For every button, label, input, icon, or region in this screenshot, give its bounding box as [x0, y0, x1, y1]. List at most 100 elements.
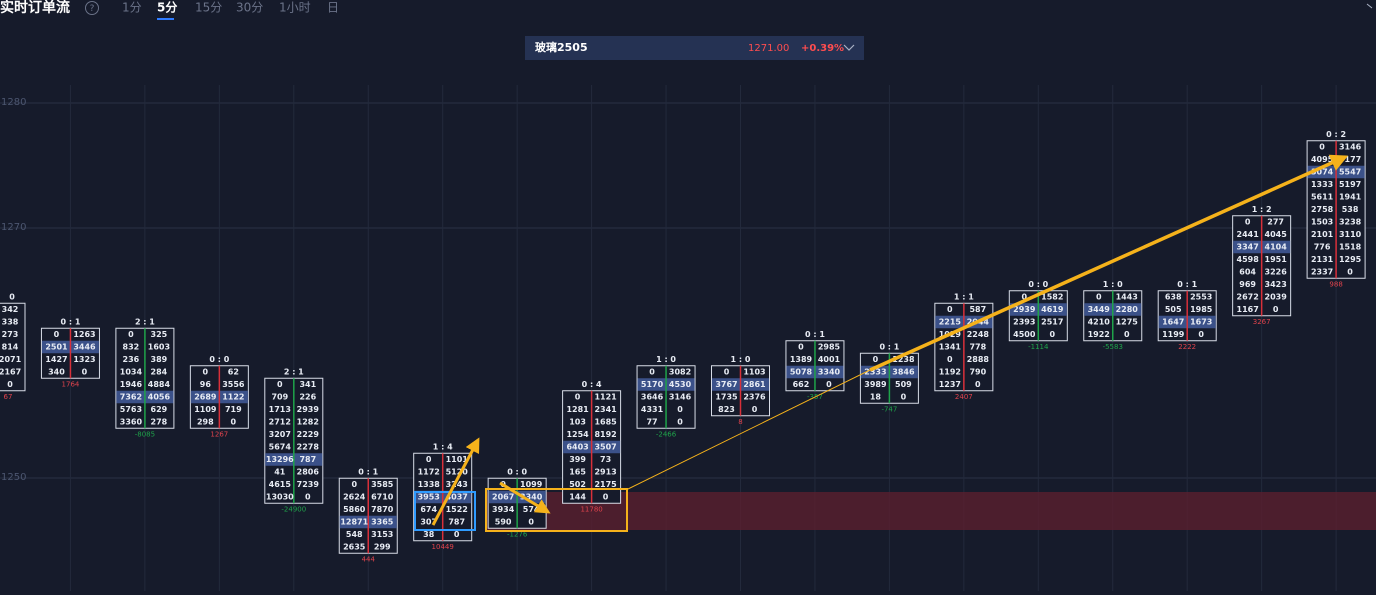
delta: 67: [4, 393, 13, 401]
ask-volume: 3110: [1339, 230, 1362, 239]
expand-icon: [1366, 3, 1373, 9]
ask-volume: 1275: [1116, 318, 1139, 327]
bid-volume: 2758: [1311, 205, 1334, 214]
ask-volume: 0: [454, 530, 460, 539]
bid-volume: 340: [48, 368, 65, 377]
bid-volume: 1503: [1311, 218, 1333, 227]
ask-volume: 1941: [1339, 193, 1362, 202]
column-header: 0 : 1: [358, 468, 378, 477]
column-header: 1 : 2: [1252, 205, 1272, 214]
ticker-change: +0.39%: [801, 43, 844, 54]
bid-volume: 2393: [1013, 318, 1035, 327]
bid-volume: 1647: [1162, 318, 1184, 327]
ask-volume: 3238: [1339, 218, 1362, 227]
column-header: 0 : 4: [582, 380, 602, 389]
ask-volume: 0: [305, 493, 311, 502]
ask-volume: 787: [299, 455, 316, 464]
bid-volume: 0: [426, 455, 432, 464]
delta: -747: [881, 406, 897, 414]
orange-box: [485, 488, 628, 532]
ask-volume: 0: [677, 418, 683, 427]
bid-volume: 4210: [1088, 318, 1111, 327]
bid-volume: 4331: [641, 405, 664, 414]
ask-volume: 787: [448, 518, 465, 527]
delta: -24900: [281, 506, 306, 514]
bid-volume: 1167: [1237, 305, 1259, 314]
arrow: [499, 481, 551, 514]
bid-volume: 1427: [45, 355, 67, 364]
bid-volume: 1735: [715, 393, 738, 402]
delta: 1764: [62, 381, 80, 389]
ask-volume: 1282: [297, 418, 319, 427]
ask-volume: 338: [2, 318, 19, 327]
dropdown-icon: [843, 44, 855, 51]
bid-volume: 969: [1239, 280, 1256, 289]
ask-volume: 3556: [222, 380, 245, 389]
ask-volume: 538: [1342, 205, 1359, 214]
bid-volume: 1922: [1088, 330, 1110, 339]
tab[interactable]: 1分: [122, 1, 142, 15]
bid-volume: 5170: [641, 380, 664, 389]
ask-volume: 4045: [1265, 230, 1288, 239]
tab[interactable]: 5分: [157, 0, 177, 15]
column-header: 0 : 1: [879, 343, 899, 352]
tab[interactable]: 30分: [236, 1, 263, 15]
delta: 10449: [432, 543, 454, 551]
bid-volume: 505: [1165, 305, 1182, 314]
tab[interactable]: 1小时: [279, 1, 311, 15]
blue-box: [414, 491, 476, 531]
column-header: 1 : 0: [656, 355, 676, 364]
ask-volume: 342: [2, 305, 19, 314]
ask-volume: 4056: [148, 393, 171, 402]
page-title: 实时订单流: [0, 0, 70, 16]
bid-volume: 0: [1022, 293, 1028, 302]
bid-volume: 0: [277, 380, 283, 389]
bid-volume: 2333: [864, 368, 886, 377]
ticker-box[interactable]: [525, 36, 864, 60]
tab[interactable]: 15分: [195, 1, 222, 15]
ticker-price: 1271.00: [748, 43, 789, 54]
trend-line: [625, 369, 871, 491]
ask-volume: 0: [528, 518, 534, 527]
bid-volume: 6403: [566, 443, 588, 452]
ask-volume: 0: [1273, 305, 1279, 314]
ask-volume: 1522: [446, 505, 468, 514]
bid-volume: 0: [54, 330, 60, 339]
bid-volume: 2131: [1311, 255, 1334, 264]
ask-volume: 1985: [1190, 305, 1213, 314]
footprint-column: 1 : 105872215204410292248134177802888119…: [934, 293, 994, 401]
ask-volume: 574: [523, 505, 540, 514]
ask-volume: 0: [603, 493, 609, 502]
ask-volume: 1673: [1190, 318, 1212, 327]
bid-volume: 3646: [641, 393, 664, 402]
bid-volume: 674: [420, 505, 437, 514]
annotations: [414, 154, 1349, 532]
bid-volume: 103: [569, 418, 586, 427]
ask-volume: 3423: [1265, 280, 1287, 289]
delta: 8: [738, 418, 742, 426]
delta: 1267: [210, 431, 228, 439]
column-header: 1 : 1: [954, 293, 974, 302]
bid-volume: 0: [947, 355, 953, 364]
bid-volume: 4500: [1013, 330, 1036, 339]
tab-underline: [157, 18, 174, 20]
ask-volume: 7870: [371, 505, 394, 514]
tab[interactable]: 日: [327, 1, 339, 15]
column-header: 0 : 2: [1326, 130, 1346, 139]
bid-volume: 0: [649, 368, 655, 377]
ask-volume: 7239: [297, 480, 320, 489]
bid-volume: 5611: [1311, 193, 1334, 202]
column-header: 0 : 1: [60, 318, 80, 327]
bid-volume: 1199: [1162, 330, 1185, 339]
delta: -2466: [656, 431, 677, 439]
column-header: 0 : 0: [507, 468, 527, 477]
arrow: [869, 154, 1349, 372]
help-icon[interactable]: [85, 1, 99, 15]
bid-volume: 0: [724, 368, 730, 377]
